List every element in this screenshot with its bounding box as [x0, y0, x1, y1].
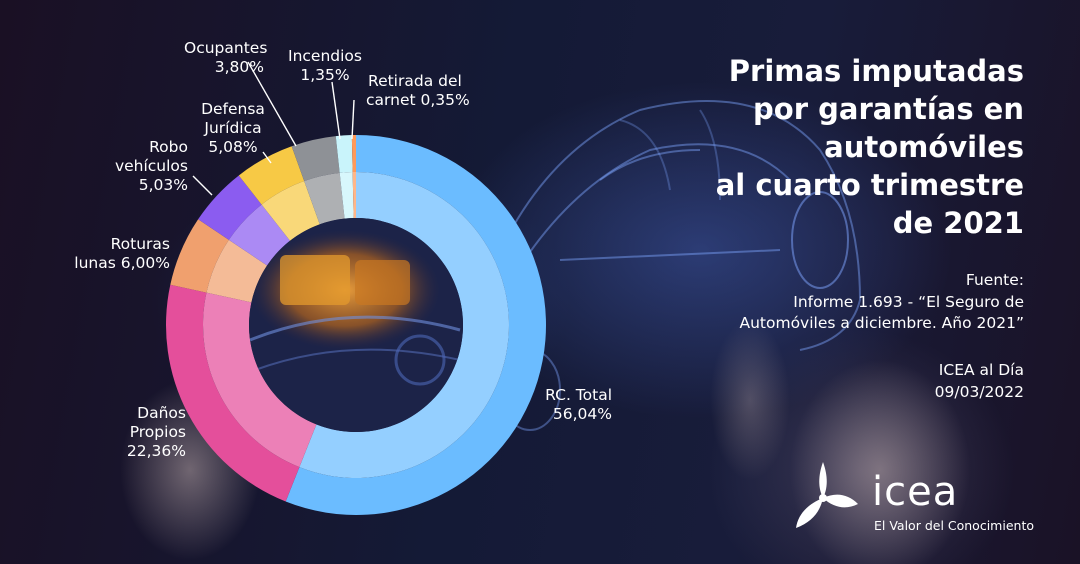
leader-line-defensa	[262, 151, 272, 164]
slice-label-value: 3,80%	[214, 58, 264, 76]
donut-slice-inner-da-os	[203, 292, 317, 468]
logo-wordmark: icea	[872, 469, 959, 515]
donut-slice-inner-incendios	[339, 172, 354, 219]
slice-label-ocupantes: Ocupantes 3,80%	[184, 39, 268, 77]
donut-slice-inner-roturas	[206, 239, 268, 303]
slice-label-name: RC. Total	[545, 386, 612, 404]
publication-date: 09/03/2022	[934, 382, 1024, 401]
logo-tagline: El Valor del Conocimiento	[874, 518, 1034, 533]
leader-line-ocupantes	[247, 61, 297, 147]
donut-slice-outer-defensa	[238, 146, 305, 205]
title-line: por garantías en	[753, 92, 1024, 126]
slice-label-name: Robo	[149, 138, 188, 156]
title-line: de 2021	[892, 206, 1024, 240]
engine-image	[249, 218, 463, 432]
publication-name: ICEA al Día	[938, 361, 1024, 379]
donut-slice-inner-retirada-del	[352, 172, 356, 219]
donut-slice-outer-retirada-del	[351, 135, 356, 173]
slice-label-danos: Daños Propios 22,36%	[96, 404, 186, 461]
slice-label-name: Ocupantes	[184, 39, 268, 57]
slice-label-name: Retirada del	[368, 72, 462, 90]
slice-label-roturas: Roturas lunas 6,00%	[60, 235, 170, 273]
title-line: Primas imputadas	[728, 54, 1024, 88]
slice-label-rc-total: RC. Total 56,04%	[520, 386, 612, 424]
slice-label-name: Incendios	[288, 47, 362, 65]
leader-line-robo	[192, 175, 213, 196]
donut-slice-inner-robo	[228, 204, 291, 266]
donut-slice-inner-ocupantes	[304, 172, 345, 225]
slice-label-name: Jurídica	[204, 119, 262, 137]
donut-slice-inner-defensa	[261, 181, 320, 241]
source-note: Fuente: Informe 1.693 - “El Seguro de Au…	[694, 270, 1024, 335]
chart-title: Primas imputadas por garantías en automó…	[694, 52, 1024, 242]
donut-slice-outer-da-os	[165, 284, 300, 502]
slice-label-incendios: Incendios 1,35%	[284, 47, 366, 85]
source-line: Fuente:	[965, 271, 1024, 289]
publication-note: ICEA al Día 09/03/2022	[824, 360, 1024, 403]
hand-decoration	[790, 360, 970, 564]
source-line: Automóviles a diciembre. Año 2021”	[739, 314, 1024, 332]
leader-line-retirada	[351, 99, 355, 140]
slice-label-value: 1,35%	[300, 66, 350, 84]
slice-label-value: 5,03%	[138, 176, 188, 194]
donut-slice-outer-incendios	[335, 135, 353, 173]
slice-label-defensa: Defensa Jurídica 5,08%	[190, 100, 276, 157]
slice-label-name: Defensa	[201, 100, 265, 118]
slice-label-name: Roturas	[110, 235, 170, 253]
leader-line-incendios	[331, 81, 341, 140]
title-line: automóviles	[824, 130, 1024, 164]
donut-slice-outer-rc-total	[285, 135, 546, 516]
slice-label-robo: Robo vehículos 5,03%	[96, 138, 188, 195]
slice-label-name: vehículos	[114, 157, 188, 175]
donut-slice-outer-robo	[198, 175, 262, 240]
slice-label-value: lunas 6,00%	[74, 254, 170, 272]
source-line: Informe 1.693 - “El Seguro de	[793, 292, 1024, 311]
slice-label-value: 56,04%	[552, 405, 612, 423]
slice-label-value: 5,08%	[208, 138, 258, 156]
slice-label-value: carnet 0,35%	[366, 91, 470, 109]
title-line: al cuarto trimestre	[715, 168, 1024, 202]
donut-slice-inner-rc-total	[299, 172, 509, 478]
icea-triskelion-icon	[796, 462, 858, 528]
hand-decoration	[710, 320, 790, 480]
slice-label-name: Propios	[129, 423, 186, 441]
slice-label-retirada: Retirada del carnet 0,35%	[366, 72, 476, 110]
slice-label-value: 22,36%	[126, 442, 186, 460]
donut-slice-outer-roturas	[170, 219, 229, 293]
donut-slice-outer-ocupantes	[291, 136, 340, 182]
slice-label-name: Daños	[137, 404, 186, 422]
